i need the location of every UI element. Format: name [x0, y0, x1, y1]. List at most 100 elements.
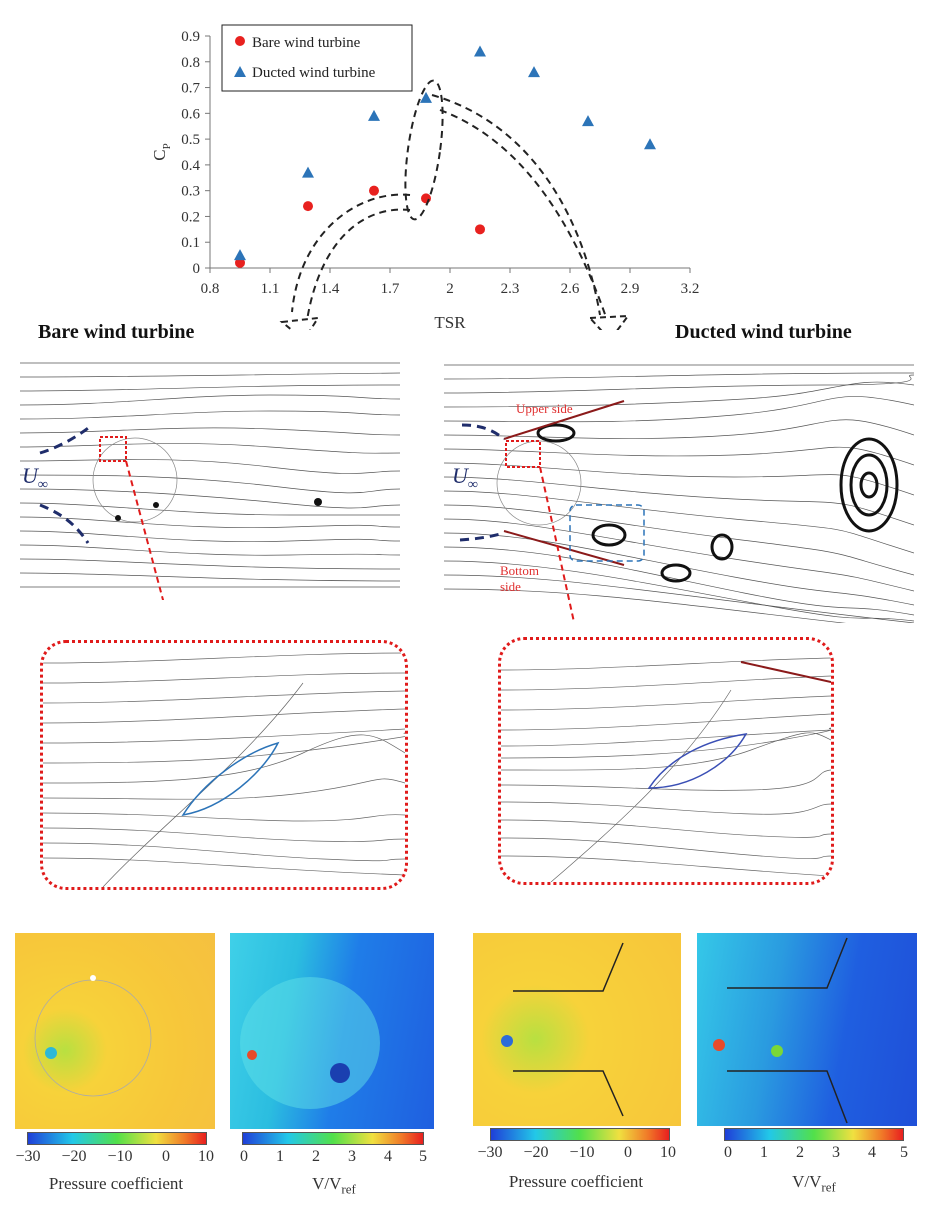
ducted-inflow-arrow-bottom [459, 531, 505, 542]
x-tick-label: 2.6 [561, 281, 580, 297]
colorbar-tick: 4 [868, 1144, 876, 1161]
colorbar-tick: −30 [477, 1144, 503, 1161]
legend-label-ducted: Ducted wind turbine [252, 65, 376, 81]
x-tick-label: 2 [446, 281, 454, 297]
bare-inflow-arrow-bottom [39, 503, 90, 544]
arrow-head-ducted [587, 314, 631, 330]
x-tick-label: 2.3 [501, 281, 520, 297]
arrow-head-bare [279, 316, 320, 330]
annotation-arrows [291, 79, 612, 330]
y-tick-label: 0.5 [181, 132, 200, 148]
data-point-ducted [644, 138, 656, 150]
ducted-vortex-marker [569, 504, 645, 562]
legend-marker-bare [235, 36, 245, 46]
ducted-inflow-arrow-top [461, 423, 505, 441]
colorbar-gradient [724, 1128, 904, 1141]
bare-blade-profile [181, 741, 280, 817]
colorbar-tick: 10 [660, 1144, 676, 1161]
ducted-blade-profile [647, 733, 748, 789]
arrow-to-bare-inner [304, 208, 411, 330]
chart-legend: Bare wind turbine Ducted wind turbine [221, 24, 413, 92]
colorbar-bare-velocity: 0 1 2 3 4 5 V/Vref [230, 1132, 440, 1202]
bare-zoom-streamlines [43, 652, 405, 887]
data-point-ducted [234, 249, 246, 261]
colorbar-title: V/Vref [312, 1174, 356, 1197]
bare-zoom-panel [40, 640, 408, 890]
highlight-ellipse [404, 79, 444, 221]
colorbar-tick: −20 [523, 1144, 549, 1161]
x-tick-label: 1.1 [261, 281, 280, 297]
colorbar-tick: 5 [900, 1144, 908, 1161]
chart-axes: 0.8 1.1 1.4 1.7 2 2.3 2.6 2.9 3.2 0 0.1 0.2 0.3 0.4 0.… [150, 29, 699, 330]
colorbar-ducted-velocity: 0 1 2 3 4 5 V/Vref [712, 1128, 924, 1198]
x-tick-label: 1.7 [381, 281, 400, 297]
bare-u-infinity: U∞ [22, 463, 48, 493]
data-point-ducted [474, 45, 486, 57]
ducted-zoom-marker [505, 440, 541, 468]
data-point-bare [235, 257, 245, 268]
colorbar-tick: −10 [107, 1148, 133, 1165]
colorbar-ducted-pressure: −30 −20 −10 0 10 Pressure coefficient [477, 1128, 678, 1198]
bare-zoom-leader [125, 460, 165, 600]
colorbar-tick: −10 [569, 1144, 595, 1161]
ducted-pressure-contour [473, 933, 681, 1126]
colorbar-tick: 0 [162, 1148, 170, 1165]
colorbar-tick: 0 [724, 1144, 732, 1161]
data-point-ducted [528, 66, 540, 78]
x-tick-label: 0.8 [201, 281, 220, 297]
data-point-bare [475, 224, 485, 235]
bare-zoom-marker [99, 436, 127, 462]
colorbar-tick: 3 [348, 1148, 356, 1165]
ducted-velocity-contour [697, 933, 917, 1126]
colorbar-tick: 1 [276, 1148, 284, 1165]
x-tick-label: 1.4 [321, 281, 340, 297]
legend-marker-ducted [234, 66, 246, 77]
legend-label-bare: Bare wind turbine [252, 35, 361, 51]
y-tick-label: 0.2 [181, 209, 200, 225]
colorbar-tick: −30 [15, 1148, 41, 1165]
y-axis-title: CP [150, 143, 173, 160]
bare-inflow-arrow-top [39, 423, 93, 455]
bare-velocity-contour [230, 933, 434, 1129]
colorbar-bare-pressure: −30 −20 −10 0 10 Pressure coefficient [15, 1132, 220, 1202]
colorbar-tick: −20 [61, 1148, 87, 1165]
cp-tsr-chart: 0.8 1.1 1.4 1.7 2 2.3 2.6 2.9 3.2 0 0.1 0.2 0.3 0.4 0.… [150, 24, 699, 330]
arrow-to-ducted [431, 94, 601, 316]
colorbar-tick: 1 [760, 1144, 768, 1161]
colorbar-tick: 2 [796, 1144, 804, 1161]
data-point-ducted [420, 91, 432, 103]
upper-side-label: Upper side [516, 401, 573, 416]
ducted-zoom-duct-edge [740, 661, 831, 683]
ducted-streamline-panel: U∞ Upper side Bottom side [444, 355, 914, 623]
y-tick-label: 0.8 [181, 55, 200, 71]
colorbar-tick: 0 [624, 1144, 632, 1161]
ducted-turbine-title: Ducted wind turbine [675, 321, 852, 343]
y-tick-label: 0 [193, 261, 201, 277]
data-point-bare [303, 201, 313, 212]
legend-box [221, 24, 413, 92]
colorbar-tick: 2 [312, 1148, 320, 1165]
x-tick-label: 2.9 [621, 281, 640, 297]
data-point-ducted [302, 166, 314, 178]
data-point-ducted [368, 109, 380, 121]
ducted-zoom-leader [539, 466, 576, 623]
duct-lower-edge [503, 530, 625, 566]
y-tick-label: 0.7 [181, 81, 200, 97]
colorbar-title: Pressure coefficient [508, 1172, 644, 1191]
ducted-zoom-streamlines [501, 657, 831, 882]
colorbar-gradient [27, 1132, 207, 1145]
x-axis-title: TSR [434, 313, 466, 330]
data-point-bare [421, 193, 431, 204]
arrow-to-bare [291, 193, 411, 313]
bare-streamline-panel: U∞ [20, 355, 400, 600]
bare-streamlines [20, 362, 400, 600]
arrow-to-ducted-inner [439, 109, 612, 330]
ducted-u-infinity: U∞ [452, 463, 478, 493]
colorbar-gradient [490, 1128, 670, 1141]
y-tick-label: 0.3 [181, 184, 200, 200]
colorbar-title: V/Vref [792, 1172, 836, 1195]
arrow-heads [279, 314, 631, 330]
duct-upper-edge [503, 400, 625, 440]
bare-turbine-title: Bare wind turbine [38, 321, 195, 343]
bare-pressure-contour [15, 933, 215, 1129]
